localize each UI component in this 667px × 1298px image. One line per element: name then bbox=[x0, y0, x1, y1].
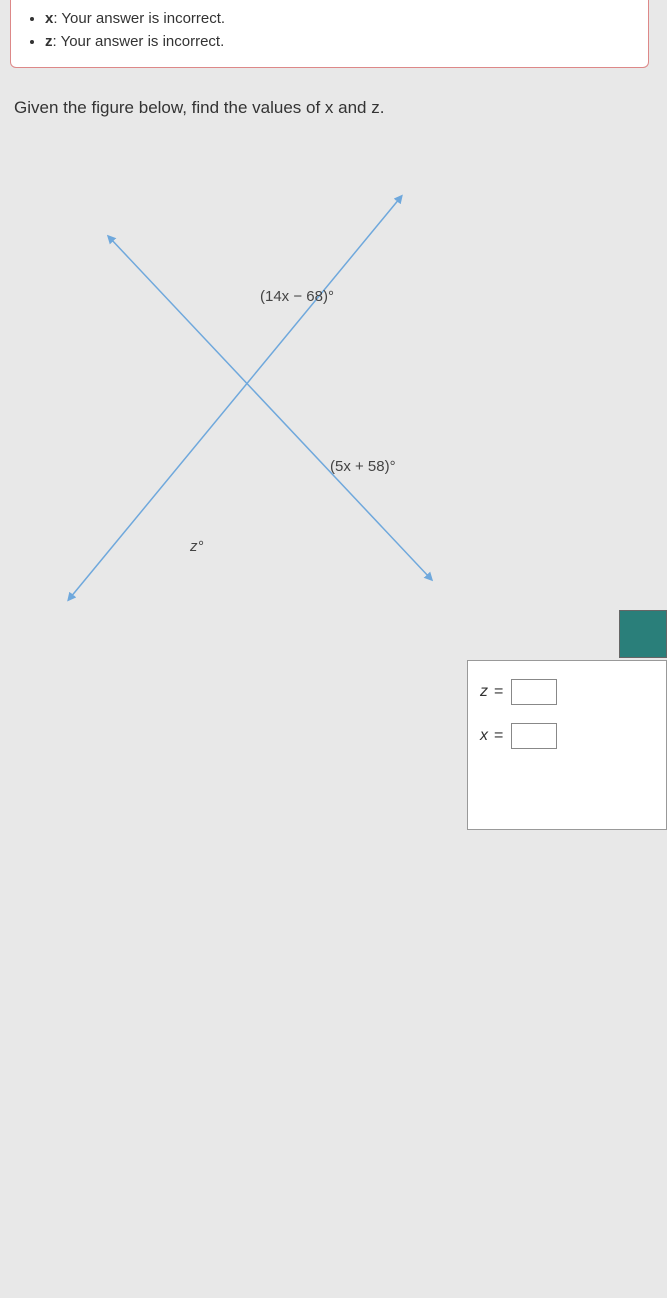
var-label: z bbox=[480, 683, 488, 701]
angle-label-right: (5x + 58)° bbox=[330, 458, 396, 475]
answer-row-z: z = bbox=[480, 679, 654, 705]
error-var: z bbox=[45, 33, 53, 50]
error-item-x: x: Your answer is incorrect. bbox=[45, 8, 634, 31]
question-prompt: Given the figure below, find the values … bbox=[14, 98, 649, 118]
answer-row-x: x = bbox=[480, 723, 654, 749]
angle-label-top: (14x − 68)° bbox=[260, 288, 334, 305]
z-input[interactable] bbox=[511, 679, 557, 705]
equals-sign: = bbox=[494, 683, 503, 701]
intersecting-lines-figure: (14x − 68)° (5x + 58)° z° bbox=[0, 138, 667, 658]
error-var: x bbox=[45, 10, 53, 27]
answer-panel: z = x = bbox=[467, 660, 667, 830]
tool-button[interactable] bbox=[619, 610, 667, 658]
line-1 bbox=[70, 198, 400, 598]
error-msg: Your answer is incorrect. bbox=[61, 33, 225, 50]
equals-sign: = bbox=[494, 727, 503, 745]
error-box: x: Your answer is incorrect. z: Your ans… bbox=[10, 0, 649, 68]
angle-label-bottom: z° bbox=[190, 538, 204, 555]
error-item-z: z: Your answer is incorrect. bbox=[45, 31, 634, 54]
x-input[interactable] bbox=[511, 723, 557, 749]
var-label: x bbox=[480, 727, 488, 745]
error-msg: Your answer is incorrect. bbox=[61, 10, 225, 27]
